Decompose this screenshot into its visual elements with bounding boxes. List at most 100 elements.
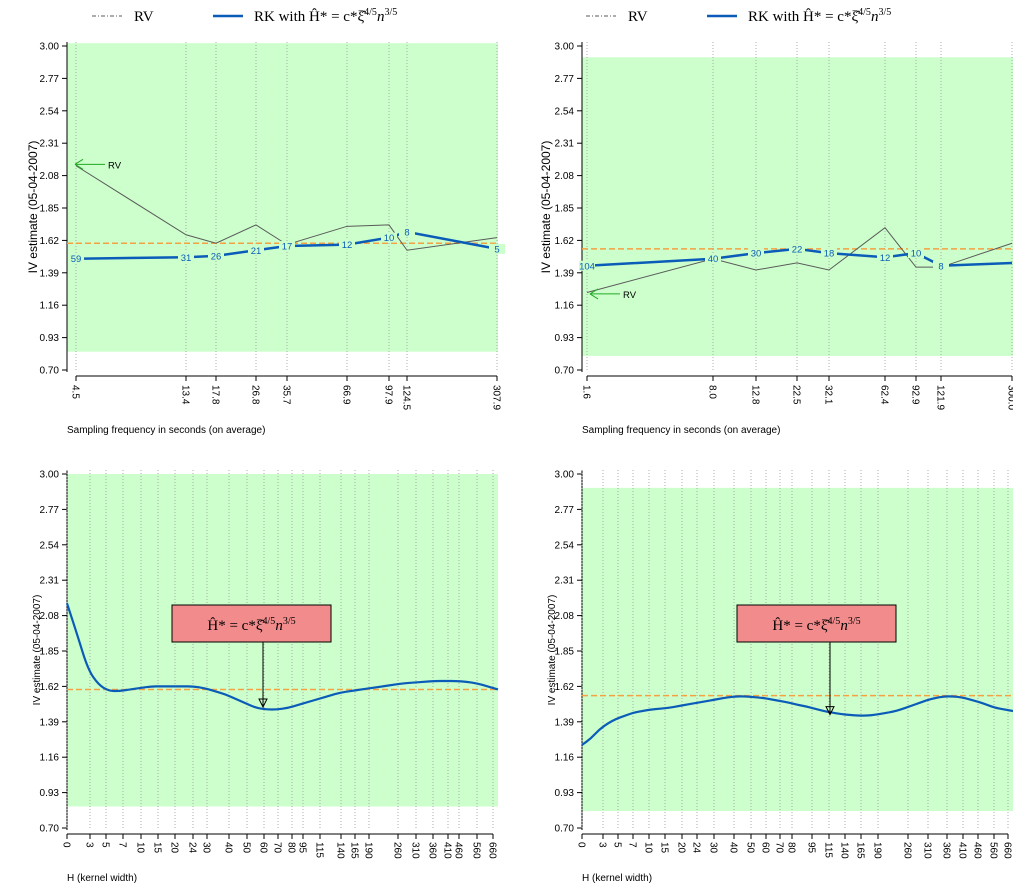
y-tick-label: 1.39 — [555, 717, 575, 728]
x-tick-label: 0 — [61, 842, 72, 848]
rv-annotation-label: RV — [623, 290, 637, 301]
y-tick-label: 3.00 — [40, 470, 60, 481]
rk-curve — [581, 695, 1013, 746]
x-tick-label: 121.9 — [935, 385, 946, 410]
y-tick-label: 2.08 — [40, 611, 60, 622]
y-tick-label: 1.16 — [555, 753, 575, 764]
rk-data-label: 40 — [708, 254, 719, 265]
x-tick-label: 410 — [442, 842, 453, 859]
rk-data-label: 12 — [342, 240, 353, 251]
y-tick-label: 0.70 — [555, 824, 575, 835]
x-tick-label: 300.0 — [1006, 385, 1013, 410]
x-tick-label: 4.5 — [70, 385, 81, 399]
x-tick-label: 7 — [117, 842, 128, 848]
x-tick-label: 140 — [335, 842, 346, 859]
x-tick-label: 40 — [728, 842, 739, 854]
rk-data-label: 18 — [824, 249, 835, 260]
y-tick-label: 2.54 — [40, 540, 60, 551]
x-tick-label: 165 — [855, 842, 866, 859]
x-tick-label: 95 — [297, 842, 308, 854]
legend-rv-label: RV — [628, 9, 648, 25]
x-tick-label: 50 — [241, 842, 252, 854]
y-axis-label: IV estimate (05-04-2007) — [547, 595, 558, 706]
callout-label: Ĥ* = c*ξ̂4/5n3/5 — [207, 616, 295, 634]
y-tick-label: 1.85 — [555, 204, 575, 215]
y-tick-label: 1.16 — [40, 753, 60, 764]
x-tick-label: 307.9 — [491, 385, 502, 410]
rk-label-bg — [178, 252, 194, 263]
rk-data-label: 22 — [792, 244, 803, 255]
rk-label-bg — [68, 253, 84, 264]
y-tick-label: 0.93 — [40, 333, 60, 344]
y-tick-label: 1.62 — [40, 682, 60, 693]
y-tick-label: 0.93 — [555, 333, 575, 344]
legend-rv-label: RV — [134, 9, 154, 25]
y-tick-label: 2.54 — [555, 106, 575, 117]
callout-arrow-icon — [258, 698, 268, 709]
y-axis-label: IV estimate (05-04-2007) — [539, 141, 553, 274]
x-tick-label: 260 — [392, 842, 403, 859]
y-tick-label: 1.62 — [555, 236, 575, 247]
y-tick-label: 2.31 — [40, 576, 60, 587]
y-tick-label: 2.31 — [40, 139, 60, 150]
rk-data-label: 10 — [384, 233, 395, 244]
rk-data-label: 59 — [71, 254, 82, 265]
x-tick-label: 190 — [363, 842, 374, 859]
rv-arrow-icon — [589, 288, 599, 300]
x-tick-label: 165 — [349, 842, 360, 859]
rk-data-label: 26 — [211, 251, 222, 262]
x-tick-label: 5 — [100, 842, 111, 848]
y-tick-label: 0.93 — [40, 788, 60, 799]
rk-label-bg — [933, 260, 949, 271]
chart-panel-2: 0.70 0.93 1.16 1.39 1.62 1.85 2.08 2.31 2.54 2.77… — [539, 42, 1013, 436]
rk-data-label: 31 — [181, 253, 192, 264]
x-tick-label: 20 — [676, 842, 687, 854]
x-tick-label: 30 — [201, 842, 212, 854]
x-tick-label: 97.9 — [383, 385, 394, 405]
x-tick-label: 3 — [84, 842, 95, 848]
x-tick-label: 62.4 — [879, 385, 890, 405]
x-tick-label: 115 — [823, 842, 834, 858]
y-axis-label: IV estimate (05-04-2007) — [26, 141, 40, 274]
rk-label-bg — [908, 248, 924, 259]
y-tick-label: 3.00 — [555, 42, 575, 53]
y-tick-label: 2.31 — [555, 576, 575, 587]
y-tick-label: 1.16 — [40, 301, 60, 312]
x-tick-label: 560 — [471, 842, 482, 859]
y-tick-label: 1.39 — [40, 268, 60, 279]
callout-arrow-icon — [825, 706, 835, 716]
y-tick-label: 2.77 — [555, 74, 575, 85]
x-tick-label: 20 — [169, 842, 180, 854]
chart-panels: 0.70 0.93 1.16 1.39 1.62 1.85 2.08 2.31 2.54 2.77… — [26, 42, 1013, 884]
x-tick-label: 560 — [988, 842, 999, 859]
x-tick-label: 7 — [627, 842, 638, 848]
x-tick-label: 70 — [272, 842, 283, 854]
x-tick-label: 70 — [774, 842, 785, 854]
rk-label-bg — [339, 239, 355, 250]
y-tick-label: 2.77 — [40, 505, 60, 516]
x-tick-label: 124.5 — [401, 385, 412, 410]
x-tick-label: 60 — [258, 842, 269, 854]
rk-label-bg — [381, 232, 397, 243]
x-tick-label: 92.9 — [910, 385, 921, 405]
x-tick-label: 13.4 — [180, 385, 191, 405]
x-tick-label: 10 — [135, 842, 146, 854]
y-tick-label: 0.70 — [555, 366, 575, 377]
rk-data-label: 30 — [751, 249, 762, 260]
y-tick-label: 0.70 — [40, 366, 60, 377]
rk-label-bg — [399, 226, 415, 237]
confidence-band — [67, 43, 498, 352]
x-tick-label: 140 — [839, 842, 850, 859]
y-tick-label: 2.77 — [40, 74, 60, 85]
x-tick-label: 12.8 — [750, 385, 761, 405]
chart-panel-3: 0.70 0.93 1.16 1.39 1.62 1.85 2.08 2.31 2.54 2.77… — [32, 470, 499, 884]
x-tick-label: 1.6 — [581, 385, 592, 399]
x-tick-label: 95 — [806, 842, 817, 854]
x-tick-label: 115 — [314, 842, 325, 858]
rk-label-bg — [208, 250, 224, 261]
y-tick-label: 1.39 — [40, 717, 60, 728]
y-tick-label: 3.00 — [40, 42, 60, 53]
y-tick-label: 1.62 — [555, 682, 575, 693]
x-tick-label: 0 — [576, 842, 587, 848]
x-tick-label: 80 — [786, 842, 797, 854]
